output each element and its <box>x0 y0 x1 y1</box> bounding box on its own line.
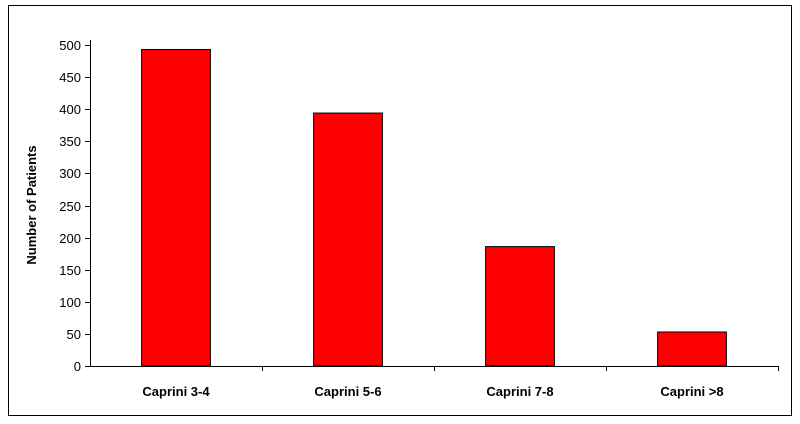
y-tick-label: 200 <box>59 231 81 246</box>
y-tick-label: 350 <box>59 134 81 149</box>
x-axis-categories: Caprini 3-4 Caprini 5-6 Caprini 7-8 Caprini… <box>142 366 779 399</box>
y-axis-title: Number of Patients <box>24 145 39 264</box>
y-tick-label: 250 <box>59 199 81 214</box>
y-tick-label: 400 <box>59 102 81 117</box>
bar <box>141 48 211 367</box>
y-axis-ticks: 0 50 100 150 200 250 300 350 400 450 500 <box>59 38 90 374</box>
x-category-label: Caprini 5-6 <box>314 384 381 399</box>
y-tick-label: 150 <box>59 263 81 278</box>
y-tick-label: 450 <box>59 70 81 85</box>
y-tick-label: 300 <box>59 166 81 181</box>
x-category-label: Caprini 7-8 <box>486 384 553 399</box>
y-tick-label: 500 <box>59 38 81 53</box>
y-tick-label: 100 <box>59 295 81 310</box>
bar <box>313 112 383 367</box>
bar <box>657 331 727 367</box>
x-category-label: Caprini >8 <box>660 384 723 399</box>
bars <box>141 48 727 367</box>
bar <box>485 246 555 367</box>
x-category-label: Caprini 3-4 <box>142 384 210 399</box>
y-tick-label: 50 <box>67 327 81 342</box>
y-tick-label: 0 <box>74 359 81 374</box>
